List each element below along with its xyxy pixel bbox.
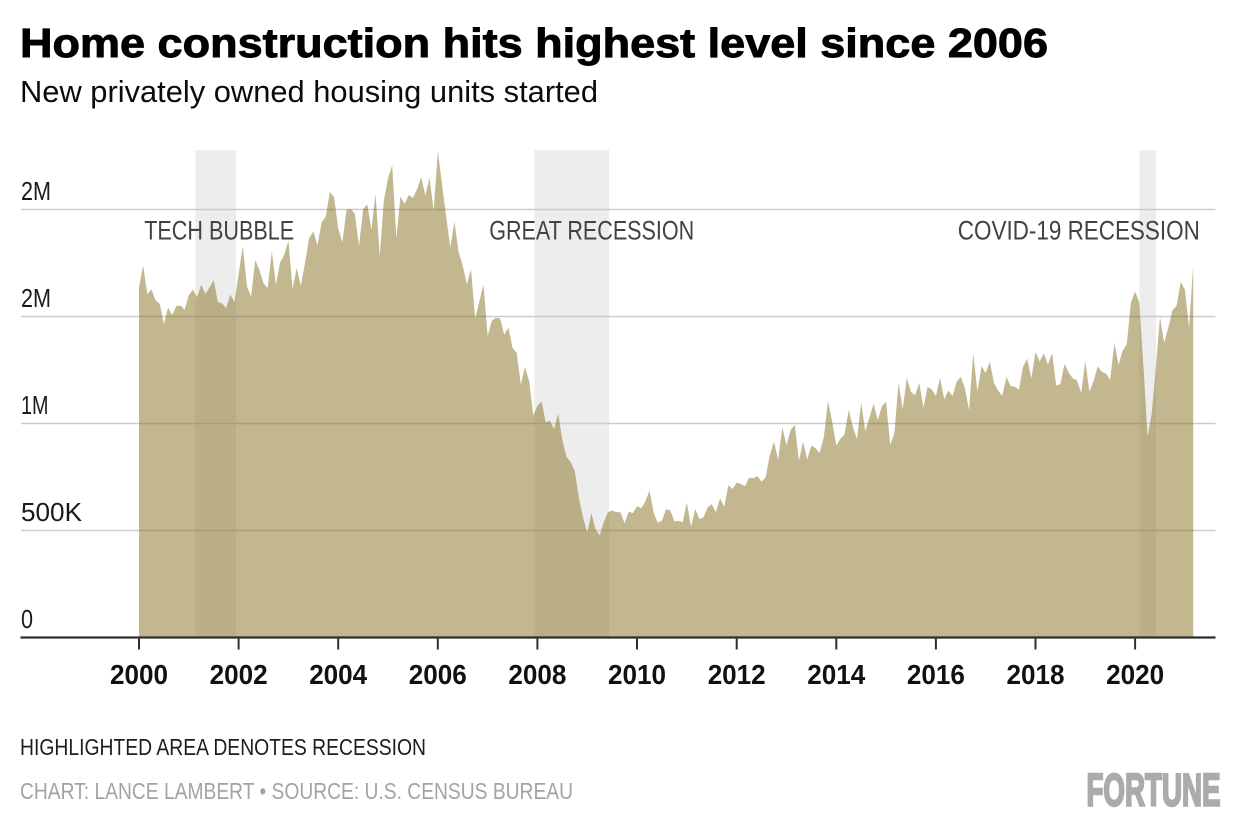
- credit-line: CHART: LANCE LAMBERT • SOURCE: U.S. CENS…: [20, 778, 573, 804]
- y-axis-label: 0: [21, 604, 33, 634]
- chart-subtitle: New privately owned housing units starte…: [20, 74, 598, 109]
- x-axis-label: 2016: [907, 659, 965, 690]
- x-axis-label: 2002: [210, 659, 268, 690]
- recession-labels-group: TECH BUBBLE GREAT RECESSION COVID-19 RECES…: [144, 216, 1200, 246]
- x-axis-group: [20, 636, 1216, 650]
- y-axis-labels-group: 2M 2M 1M 500K 0: [21, 176, 83, 634]
- x-axis-label: 2020: [1106, 659, 1164, 690]
- area-series: [139, 151, 1194, 638]
- chart-title: Home construction hits highest level sin…: [20, 20, 1048, 66]
- x-axis-label: 2006: [409, 659, 467, 690]
- footnote: HIGHLIGHTED AREA DENOTES RECESSION: [20, 734, 426, 760]
- y-axis-label: 2M: [21, 283, 51, 313]
- x-axis-label: 2000: [110, 659, 168, 690]
- recession-label: GREAT RECESSION: [489, 216, 694, 246]
- recession-label: TECH BUBBLE: [144, 216, 294, 246]
- area-series-group: [139, 151, 1194, 638]
- fortune-logo-text: FORTUNE: [1087, 765, 1221, 816]
- x-axis-label: 2014: [807, 659, 865, 690]
- y-axis-label: 2M: [21, 176, 51, 206]
- x-axis-labels-group: 2000 2002 2004 2006 2008 2010 2012 2014 2016 2018…: [110, 659, 1164, 690]
- x-axis-label: 2004: [309, 659, 367, 690]
- y-axis-label: 500K: [21, 497, 83, 527]
- x-axis-label: 2012: [708, 659, 766, 690]
- y-axis-label: 1M: [21, 390, 49, 420]
- x-axis-label: 2018: [1007, 659, 1065, 690]
- x-axis-label: 2008: [508, 659, 566, 690]
- x-axis-label: 2010: [608, 659, 666, 690]
- recession-label: COVID-19 RECESSION: [958, 216, 1200, 246]
